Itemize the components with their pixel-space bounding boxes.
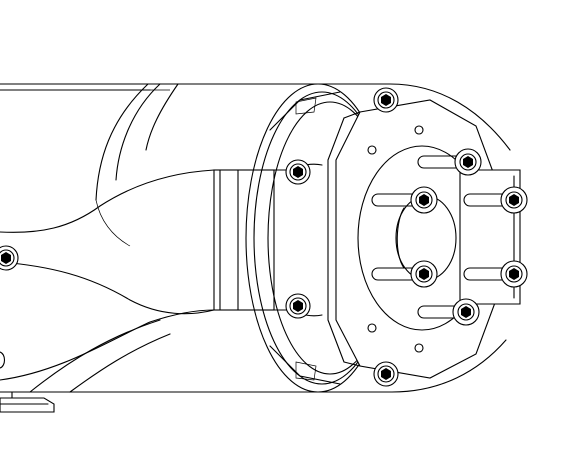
main-cylinder-body <box>0 83 393 393</box>
bolt-cap-screw-top-rim <box>373 87 399 113</box>
bolt-pin-screw-bottom <box>452 298 480 326</box>
bolt-pin-screw-right-lower <box>500 260 528 288</box>
bolt-pin-screw-right-upper <box>500 186 528 214</box>
bolt-cap-screw-left-upper <box>285 159 311 185</box>
left-edge-detail <box>0 351 6 369</box>
twisted-arm-band <box>0 169 215 393</box>
bolt-pin-screw-center-upper <box>410 186 438 214</box>
bolt-cap-screw-bottom-rim <box>373 361 399 387</box>
bolt-cap-screw-left-lower <box>285 293 311 319</box>
bolt-pin-screw-top <box>454 148 482 176</box>
bolt-cap-screw-arm-left <box>0 245 19 271</box>
lower-left-bracket <box>0 391 55 413</box>
bracket-block <box>213 169 293 311</box>
bolt-pin-screw-center-lower <box>410 260 438 288</box>
